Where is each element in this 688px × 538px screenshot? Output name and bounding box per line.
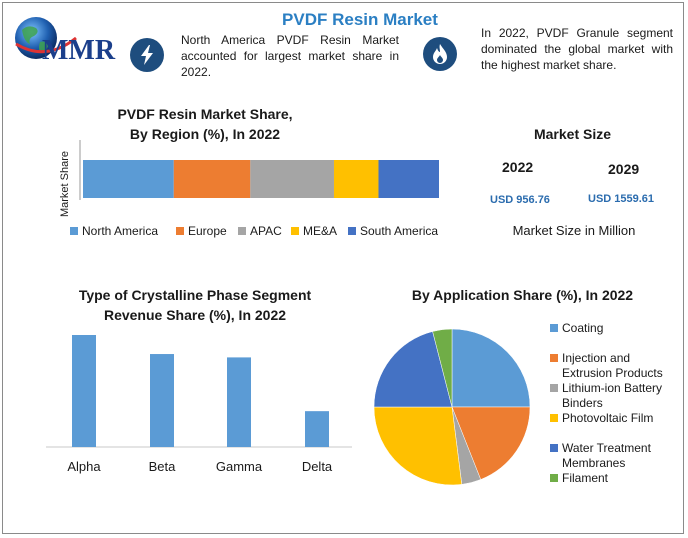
market-size-value-2029: USD 1559.61 [588,193,655,205]
pie-slice-water-treatment-membranes [373,331,453,408]
region-bar-me-a [333,160,379,198]
legend-swatch [550,324,558,332]
region-legend-south-america: South America [348,224,438,238]
phase-bar-beta [150,354,174,447]
legend-label: Filament [562,471,609,485]
application-legend-water-treatment-membranes: Water Treatment Membranes [550,441,651,471]
phase-tick-beta: Beta [149,459,177,474]
region-bar-europe [173,160,251,198]
legend-swatch [238,227,246,235]
legend-label: Europe [188,224,227,238]
pie-slice-injection-and-extrusion-products [451,406,531,480]
region-legend-me-a: ME&A [291,224,337,238]
application-legend-photovoltaic-film: Photovoltaic Film [550,411,653,426]
region-bar-apac [250,160,334,198]
phase-tick-delta: Delta [302,459,333,474]
legend-swatch [176,227,184,235]
region-bar-north-america [83,160,174,198]
legend-label: Injection and Extrusion Products [562,351,663,380]
note-left: North America PVDF Resin Market accounte… [181,33,399,79]
legend-label: South America [360,224,439,238]
legend-label: Photovoltaic Film [562,411,654,425]
pie-slice-coating [451,328,531,408]
mmr-logo: MMR [12,14,132,70]
region-legend-north-america: North America [70,224,158,238]
legend-label: Lithium-ion Battery Binders [562,381,663,410]
legend-label: North America [82,224,159,238]
pie-slice-photovoltaic-film [373,406,463,486]
region-stacked-bar-chart [79,140,439,200]
phase-bar-delta [305,411,329,447]
legend-swatch [550,474,558,482]
legend-swatch [291,227,299,235]
legend-swatch [70,227,78,235]
legend-swatch [550,354,558,362]
legend-label: ME&A [303,224,338,238]
flame-icon [423,37,457,71]
phase-bar-chart: Alpha Beta Gamma Delta [46,335,352,474]
application-legend-lithium-ion-battery-binders: Lithium-ion Battery Binders [550,381,662,411]
market-size-unit-label: Market Size in Million [512,223,636,238]
market-size-title: Market Size [533,126,612,142]
phase-bar-alpha [72,335,96,447]
region-bar-south-america [378,160,439,198]
phase-bar-gamma [227,357,251,447]
phase-chart-title-line2: Revenue Share (%), In 2022 [103,307,287,323]
market-size-value-2022: USD 956.76 [490,194,550,206]
phase-tick-alpha: Alpha [67,459,101,474]
logo-text: MMR [42,35,116,66]
region-legend-europe: Europe [176,224,227,238]
market-size-year-2029: 2029 [608,161,640,177]
legend-swatch [348,227,356,235]
lightning-icon [130,38,164,72]
region-chart-title: PVDF Resin Market Share, By Region (%), … [95,104,315,144]
application-legend-coating: Coating [550,321,603,336]
region-legend-apac: APAC [238,224,282,238]
phase-tick-gamma: Gamma [216,459,263,474]
legend-label: Coating [562,321,604,335]
note-right: In 2022, PVDF Granule segment dominated … [481,26,673,72]
legend-label: Water Treatment Membranes [562,441,651,470]
application-legend-injection-and-extrusion-products: Injection and Extrusion Products [550,351,663,381]
application-legend-filament: Filament [550,471,608,486]
phase-chart-title-line1: Type of Crystalline Phase Segment [78,287,312,303]
page-title: PVDF Resin Market [282,10,438,29]
region-chart-title-line1: PVDF Resin Market Share, [117,106,293,122]
legend-swatch [550,414,558,422]
legend-swatch [550,444,558,452]
region-chart-title-line2: By Region (%), In 2022 [129,126,281,142]
application-chart-title: By Application Share (%), In 2022 [411,287,634,303]
application-pie-chart [373,328,531,486]
pie-slice-filament [432,328,453,408]
legend-label: APAC [250,224,282,238]
legend-swatch [550,384,558,392]
phase-chart-title: Type of Crystalline Phase Segment Revenu… [55,285,335,325]
market-size-year-2022: 2022 [502,159,534,175]
